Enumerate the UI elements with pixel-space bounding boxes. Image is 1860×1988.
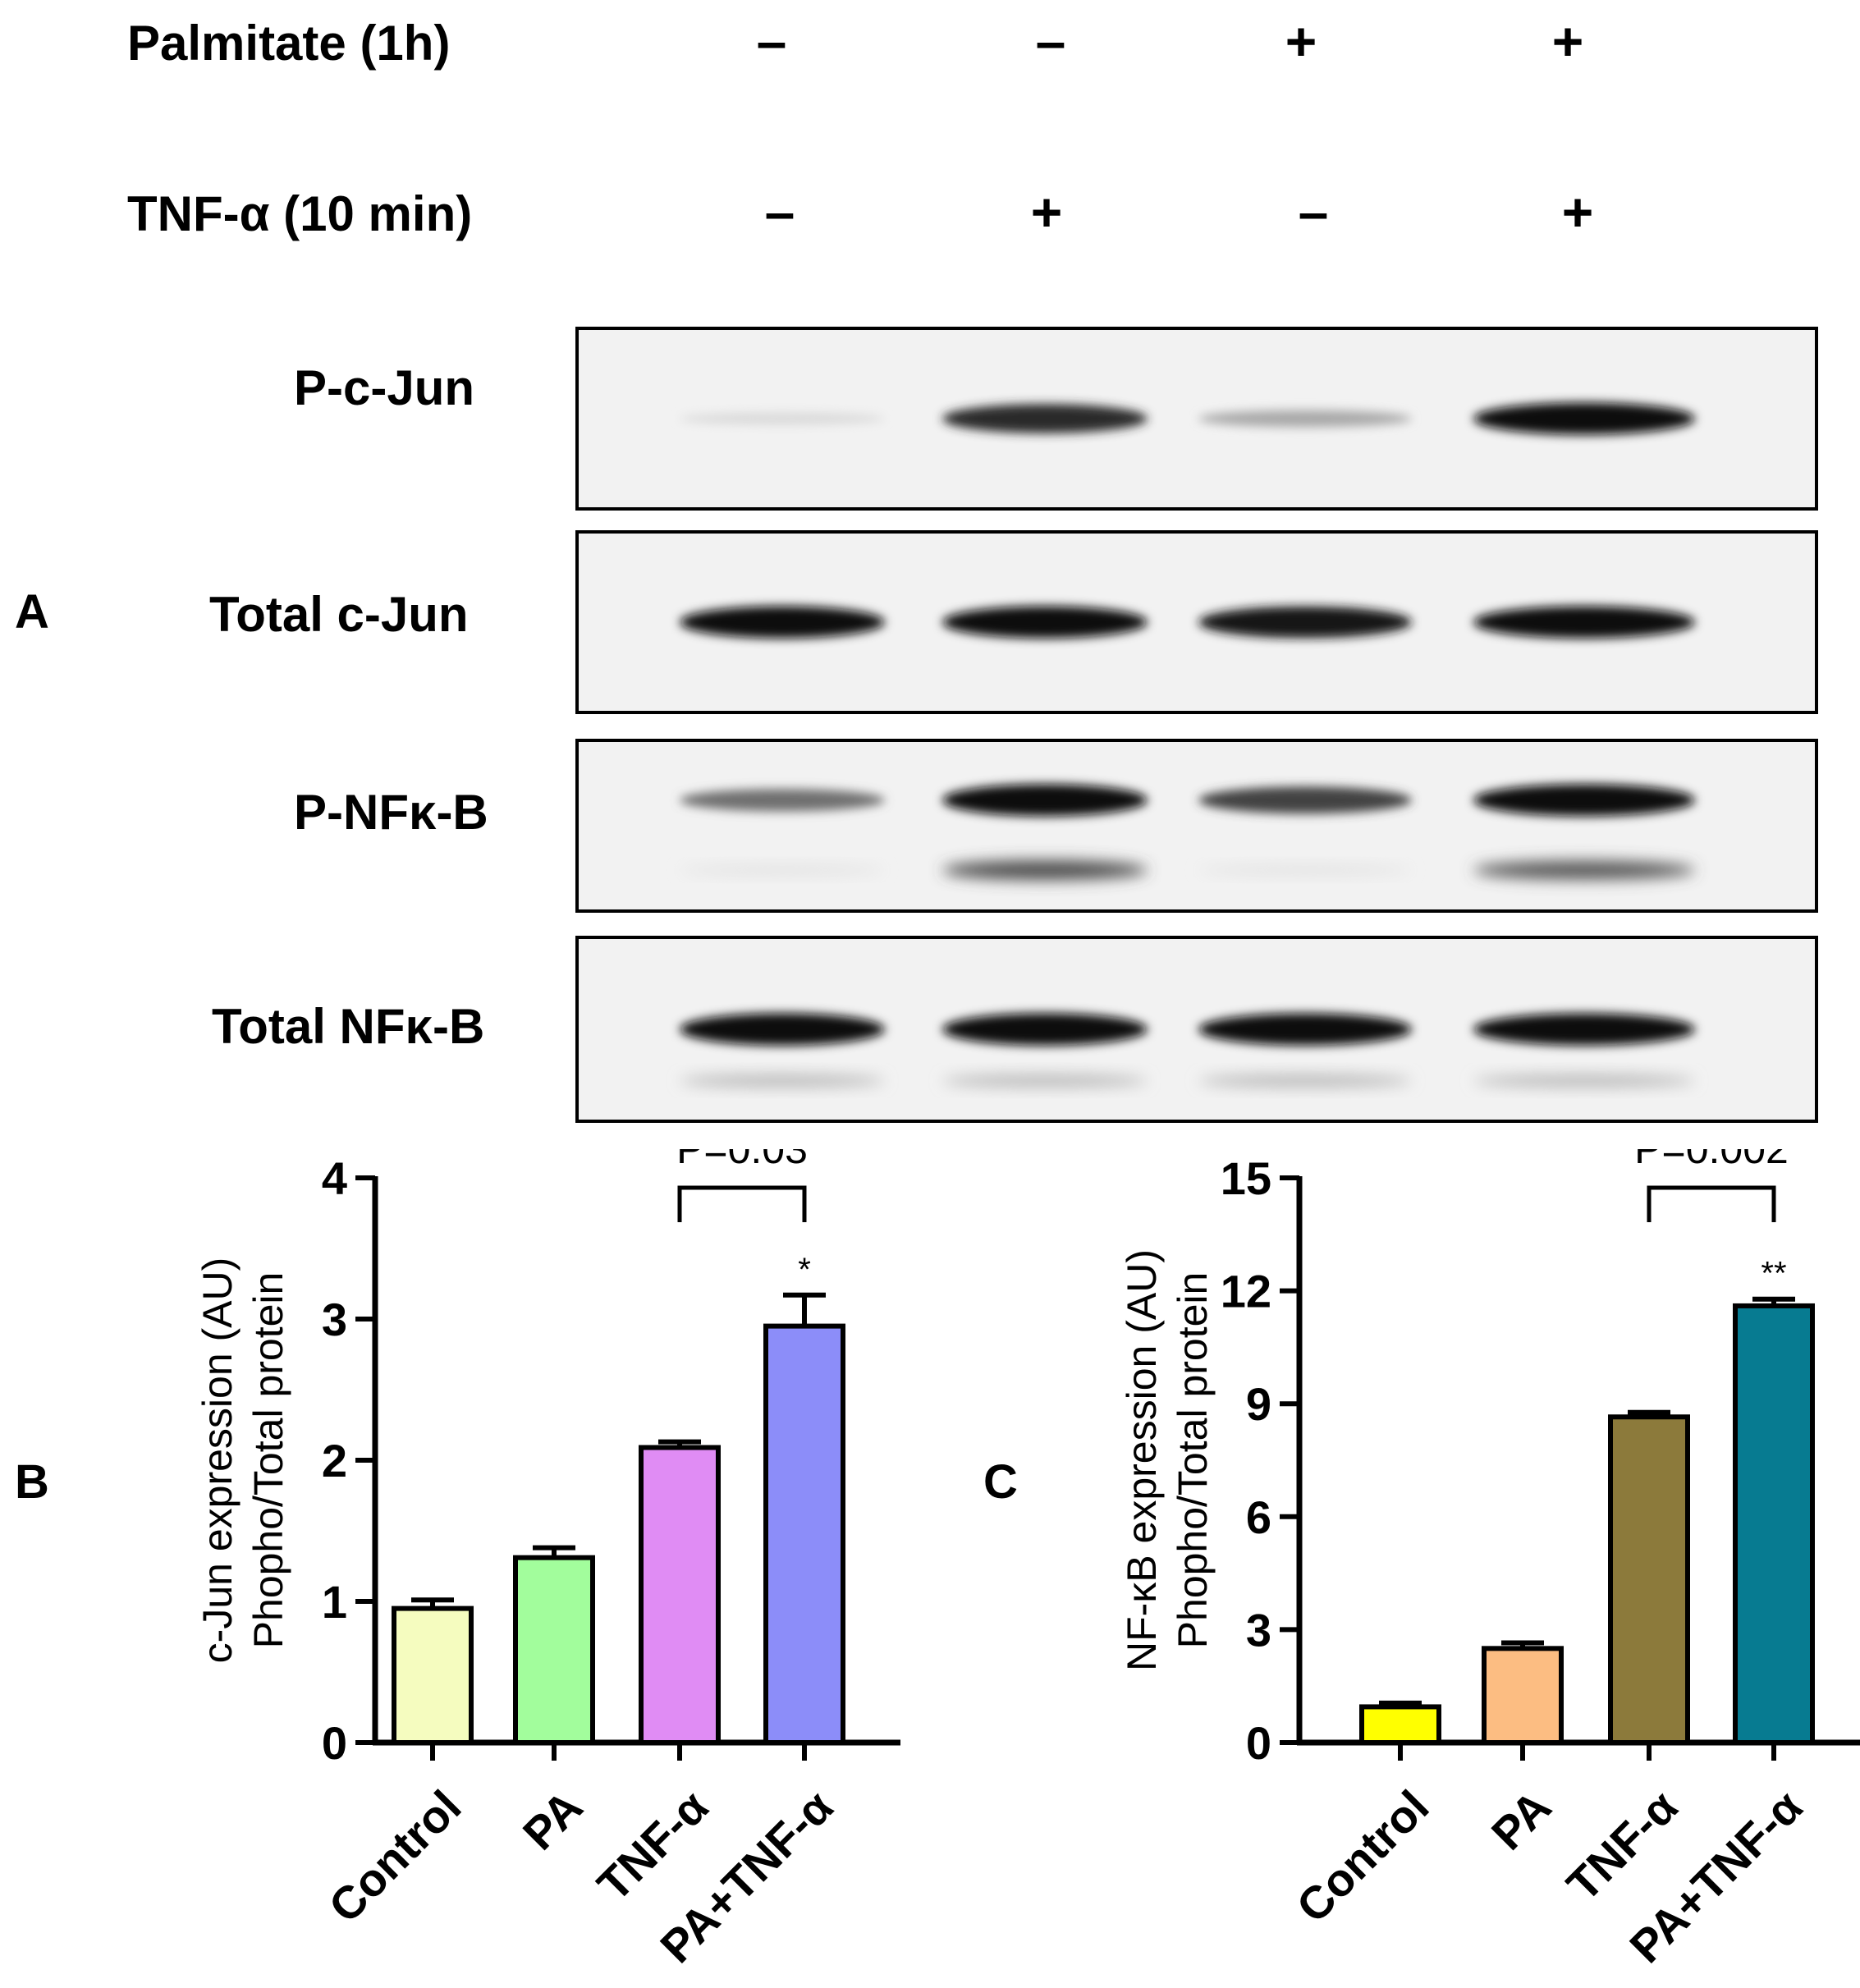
treatment-sign: + [1561, 181, 1594, 242]
blot-secondary-band [1473, 1074, 1695, 1087]
blot-label: P-c-Jun [294, 360, 475, 415]
blot-secondary-band [1473, 860, 1695, 880]
y-axis-label: Phopho/Total protein [1170, 1272, 1216, 1649]
y-axis-label: Phopho/Total protein [245, 1272, 291, 1649]
x-tick-label: Control [1286, 1780, 1438, 1932]
y-tick-label: 15 [1221, 1152, 1271, 1204]
y-tick-label: 0 [322, 1717, 347, 1769]
bar [1733, 1303, 1815, 1746]
y-tick-label: 9 [1246, 1378, 1271, 1430]
panel-letter-b: B [15, 1455, 49, 1509]
blot-band [942, 404, 1148, 433]
blot-0 [575, 327, 1818, 511]
treatment-sign: + [1030, 181, 1063, 242]
blot-frame [575, 739, 1818, 913]
treatment-sign: – [1035, 11, 1066, 71]
blot-band [1473, 1013, 1695, 1046]
bar [392, 1606, 474, 1745]
blot-band [942, 606, 1148, 639]
blot-secondary-band [680, 865, 885, 875]
blot-2 [575, 739, 1818, 913]
blot-band [942, 1013, 1148, 1046]
bar [1482, 1646, 1564, 1745]
blot-secondary-band [1198, 1074, 1412, 1087]
y-tick-label: 6 [1246, 1491, 1271, 1543]
blot-secondary-band [942, 1074, 1148, 1087]
blot-1 [575, 530, 1818, 714]
blot-band [942, 784, 1148, 817]
blot-secondary-band [942, 860, 1148, 880]
significance-bracket [1647, 1185, 1776, 1222]
treatment-sign: – [764, 181, 795, 242]
panel-letter-c: C [983, 1455, 1018, 1509]
treatment-sign: – [756, 11, 787, 71]
bar [763, 1323, 845, 1745]
blot-label: Total NFκ-B [212, 999, 485, 1054]
p-value-label: P=0.002 [1634, 1149, 1789, 1172]
blot-3 [575, 936, 1818, 1123]
blot-band [680, 412, 885, 425]
blot-band [1473, 402, 1695, 435]
blot-band [1473, 606, 1695, 639]
y-axis-label: c-Jun expression (AU) [195, 1257, 241, 1664]
significance-bracket [677, 1185, 807, 1222]
blot-label: Total c-Jun [209, 587, 469, 642]
blot-band [680, 789, 885, 812]
blot-secondary-band [680, 1074, 885, 1087]
panel-letter-a: A [15, 585, 49, 639]
bar [1359, 1704, 1441, 1746]
blot-band [1198, 410, 1412, 428]
y-tick-label: 4 [322, 1152, 347, 1204]
bar [639, 1445, 721, 1745]
bar [513, 1555, 595, 1745]
y-tick-label: 12 [1221, 1266, 1271, 1317]
significance-stars: * [798, 1252, 811, 1288]
blot-secondary-band [1198, 865, 1412, 875]
bar-chart-nfkb: 0 3 6 9 12 15 NF-κB expression (AU) Phopho/Tota… [1119, 1149, 1860, 1972]
treatment-label: Palmitate (1h) [127, 16, 451, 71]
y-tick-label: 3 [1246, 1604, 1271, 1656]
significance-stars: ** [1761, 1256, 1786, 1292]
x-tick-label: PA [513, 1780, 593, 1860]
y-tick-label: 0 [1246, 1717, 1271, 1769]
p-value-label: P=0.03 [676, 1149, 808, 1172]
blot-band [1198, 606, 1412, 639]
treatment-sign: + [1551, 11, 1584, 71]
x-tick-label: PA [1482, 1780, 1561, 1860]
treatment-sign: + [1285, 11, 1317, 71]
blot-band [680, 1013, 885, 1046]
y-tick-label: 3 [322, 1294, 347, 1345]
treatment-sign: – [1298, 181, 1329, 242]
blot-band [1473, 784, 1695, 817]
blot-label: P-NFκ-B [294, 785, 488, 840]
blot-band [1198, 1013, 1412, 1046]
western-blot-panel [575, 327, 1818, 1123]
bar [1608, 1414, 1690, 1745]
y-axis-label: NF-κB expression (AU) [1119, 1249, 1165, 1671]
blot-band [680, 606, 885, 639]
bar-chart-cjun: 0 1 2 3 4 c-Jun expression (AU) Phopho/Total p… [195, 1149, 900, 1972]
x-tick-label: Control [318, 1780, 470, 1932]
y-tick-label: 2 [322, 1435, 347, 1486]
treatment-label: TNF-α (10 min) [127, 186, 473, 241]
y-tick-label: 1 [322, 1576, 347, 1628]
blot-band [1198, 786, 1412, 814]
